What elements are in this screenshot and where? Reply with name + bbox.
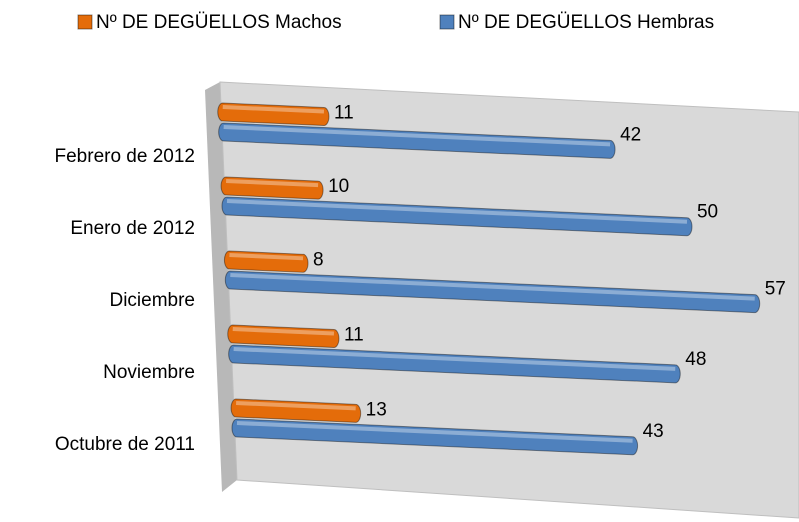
bar-highlight <box>222 105 325 114</box>
bar <box>231 418 639 456</box>
bar-highlight <box>226 179 319 188</box>
data-label: 11 <box>334 103 354 124</box>
y-tick-label: Noviembre <box>103 362 195 383</box>
data-label: 42 <box>620 124 641 145</box>
bar-highlight <box>232 327 335 336</box>
data-label: 10 <box>328 176 349 197</box>
bar <box>230 398 362 423</box>
legend-label: Nº DE DEGÜELLOS Hembras <box>458 12 714 33</box>
data-label: 43 <box>643 421 664 442</box>
data-label: 57 <box>765 279 786 300</box>
bar <box>221 196 693 237</box>
data-label: 48 <box>685 349 706 370</box>
bar <box>217 102 330 127</box>
bar-highlight <box>226 199 688 224</box>
bar <box>220 176 324 200</box>
bar <box>227 324 340 349</box>
data-label: 11 <box>344 325 364 346</box>
y-tick-label: Enero de 2012 <box>70 218 195 239</box>
bar-highlight <box>233 347 676 371</box>
bar-highlight <box>235 401 356 411</box>
side-wall <box>205 82 237 492</box>
bar <box>218 122 616 159</box>
y-tick-label: Diciembre <box>109 290 195 311</box>
bar <box>228 344 681 384</box>
bar-highlight <box>223 125 611 147</box>
bar-highlight <box>236 421 633 443</box>
legend-swatch <box>77 14 93 30</box>
data-label: 13 <box>366 399 387 420</box>
y-tick-label: Febrero de 2012 <box>55 146 196 167</box>
data-label: 8 <box>313 249 324 270</box>
legend-swatch <box>439 14 455 30</box>
bar <box>223 250 309 273</box>
bar <box>224 270 761 314</box>
data-label: 50 <box>697 202 718 223</box>
bar-highlight <box>230 273 755 301</box>
legend-label: Nº DE DEGÜELLOS Machos <box>96 12 342 33</box>
bar-highlight <box>229 253 304 261</box>
y-tick-label: Octubre de 2011 <box>55 434 195 455</box>
